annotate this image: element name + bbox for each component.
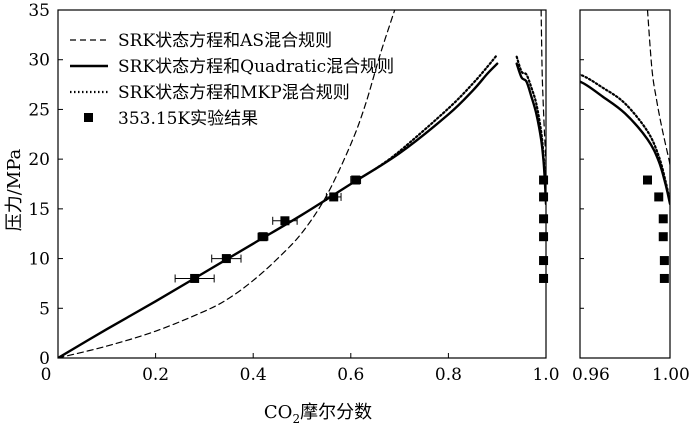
x-axis-ticks-main: 0 0.2 0.4 0.6 0.8 1.0 (41, 353, 560, 385)
y-tick-label: 10 (28, 250, 50, 270)
x-axis-ticks-zoom: 0.96 1.00 (572, 353, 690, 385)
y-tick-label: 5 (39, 299, 50, 319)
x-tick-label: 0.8 (435, 365, 462, 385)
zoom-plot-panel (579, 9, 671, 359)
x-tick-label-zoom: 1.00 (652, 365, 690, 385)
y-tick-label: 30 (28, 51, 50, 71)
main-plot-frame (57, 9, 547, 359)
experimental-point (654, 192, 664, 202)
experimental-point (539, 175, 549, 185)
experimental-point (257, 232, 269, 242)
x-axis-title-main: CO (264, 402, 293, 423)
experimental-point (350, 175, 362, 185)
y-tick-label: 35 (28, 1, 50, 21)
curve-mkp-dew-main (515, 55, 546, 203)
y-axis-title: 压力/MPa (4, 148, 25, 231)
legend-label-quadratic: SRK状态方程和Quadratic混合规则 (118, 57, 394, 77)
legend-marker-experimental (84, 113, 93, 122)
experimental-point (658, 232, 668, 242)
x-tick-label: 0.2 (142, 365, 169, 385)
legend-label-experimental: 353.15K实验结果 (118, 109, 258, 129)
experimental-point (174, 273, 215, 283)
y-tick-label: 15 (28, 200, 50, 220)
experimental-point (539, 273, 549, 283)
y-tick-label: 0 (39, 349, 50, 369)
curve-quadratic-bubble-main (58, 62, 499, 358)
curve-as-bubble-main (58, 10, 396, 358)
x-axis-title-subscript: 2 (292, 412, 300, 426)
experimental-point (325, 192, 342, 202)
legend: SRK状态方程和AS混合规则 SRK状态方程和Quadratic混合规则 SRK… (70, 31, 394, 129)
zoom-plot-frame (579, 9, 671, 359)
experimental-point (643, 175, 652, 185)
y-tick-label: 25 (28, 100, 50, 120)
x-tick-label: 0.6 (337, 365, 364, 385)
curve-as-dew-main (540, 10, 546, 166)
x-axis-title-rest: 摩尔分数 (300, 402, 372, 423)
legend-label-as: SRK状态方程和AS混合规则 (118, 31, 332, 51)
curve-mkp-dew-zoom (580, 73, 670, 203)
experimental-point (539, 192, 549, 202)
experimental-point (539, 232, 549, 242)
x-axis-title: CO2摩尔分数 (264, 402, 372, 426)
legend-label-mkp: SRK状态方程和MKP混合规则 (118, 83, 350, 103)
experimental-point (659, 256, 669, 266)
x-tick-label: 0.4 (240, 365, 267, 385)
x-tick-label: 0 (41, 365, 52, 385)
main-plot-panel (57, 9, 549, 359)
experimental-point (211, 254, 242, 264)
experimental-point (539, 214, 549, 224)
experimental-point (539, 256, 549, 266)
x-tick-label-zoom: 0.96 (572, 365, 610, 385)
y-axis-ticks: 0 5 10 15 20 25 30 35 (28, 1, 584, 369)
experimental-point (659, 273, 669, 283)
experimental-point (658, 214, 668, 224)
curve-mkp-bubble-main (374, 53, 499, 171)
y-tick-label: 20 (28, 150, 50, 170)
curve-as-dew-zoom (646, 10, 670, 166)
x-tick-label: 1.0 (532, 365, 559, 385)
experimental-point (272, 216, 298, 226)
